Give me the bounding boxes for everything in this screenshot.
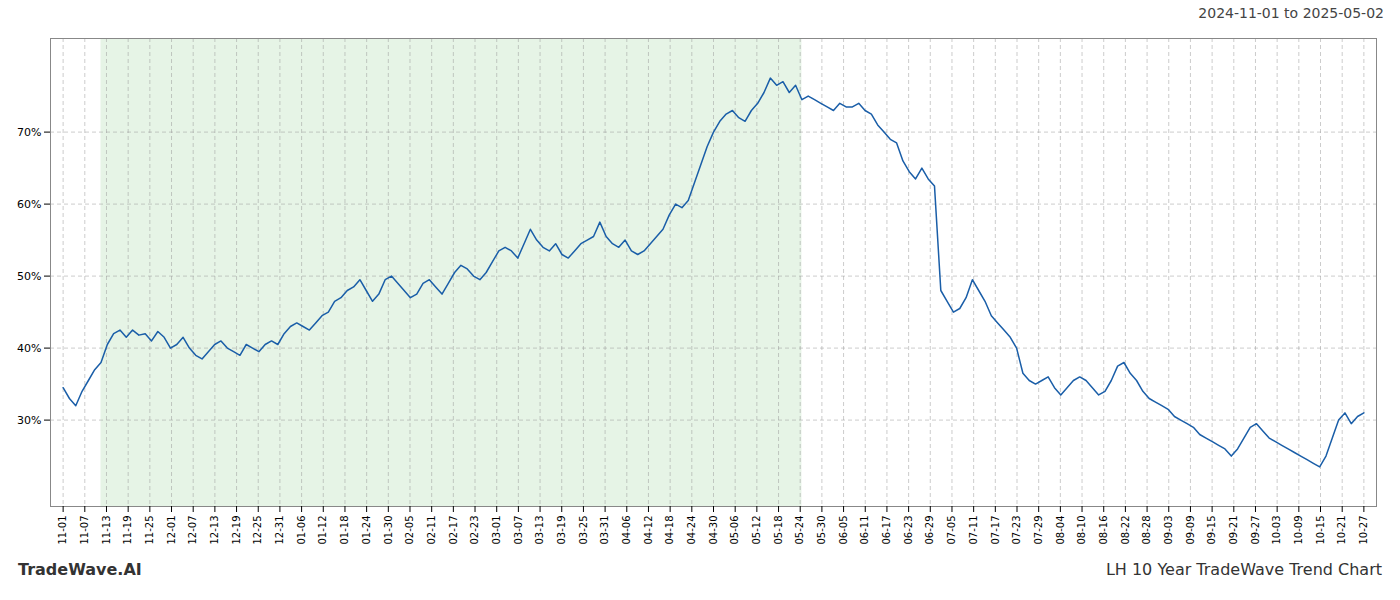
svg-text:01-30: 01-30 [383, 516, 394, 545]
svg-text:60%: 60% [17, 198, 41, 211]
svg-text:04-30: 04-30 [708, 516, 719, 545]
svg-text:09-27: 09-27 [1250, 516, 1261, 545]
svg-text:03-31: 03-31 [599, 516, 610, 545]
svg-text:06-05: 06-05 [838, 516, 849, 545]
html-text:TradeWave.AI: TradeWave.AI [18, 560, 142, 579]
svg-text:05-30: 05-30 [816, 516, 827, 545]
svg-text:07-17: 07-17 [990, 516, 1001, 545]
svg-text:12-07: 12-07 [187, 516, 198, 545]
svg-text:03-01: 03-01 [491, 516, 502, 545]
svg-text:07-29: 07-29 [1033, 516, 1044, 545]
svg-text:02-23: 02-23 [469, 516, 480, 545]
svg-text:11-25: 11-25 [144, 516, 155, 545]
svg-text:40%: 40% [17, 342, 41, 355]
svg-text:70%: 70% [17, 126, 41, 139]
html-text:LH 10 Year TradeWave Trend Cha: LH 10 Year TradeWave Trend Chart [1105, 560, 1382, 579]
svg-text:10-15: 10-15 [1315, 516, 1326, 545]
svg-text:02-05: 02-05 [404, 516, 415, 545]
svg-text:04-24: 04-24 [686, 516, 697, 545]
svg-text:10-21: 10-21 [1336, 516, 1347, 545]
svg-text:09-09: 09-09 [1185, 516, 1196, 545]
svg-text:03-07: 03-07 [513, 516, 524, 545]
svg-text:03-19: 03-19 [556, 516, 567, 545]
svg-text:04-06: 04-06 [621, 516, 632, 545]
svg-text:10-27: 10-27 [1358, 516, 1369, 545]
svg-text:12-25: 12-25 [252, 516, 263, 545]
svg-text:02-11: 02-11 [426, 516, 437, 545]
html-text:2024-11-01 to 2025-05-02: 2024-11-01 to 2025-05-02 [1198, 5, 1384, 21]
svg-text:06-23: 06-23 [903, 516, 914, 545]
svg-text:01-12: 01-12 [317, 516, 328, 545]
svg-text:03-13: 03-13 [534, 516, 545, 545]
svg-text:08-10: 08-10 [1076, 516, 1087, 545]
svg-text:11-01: 11-01 [57, 516, 68, 545]
svg-text:08-16: 08-16 [1098, 516, 1109, 545]
svg-text:05-18: 05-18 [773, 516, 784, 545]
svg-text:05-24: 05-24 [794, 516, 805, 545]
svg-text:08-28: 08-28 [1141, 516, 1152, 545]
svg-text:04-12: 04-12 [643, 516, 654, 545]
svg-text:07-23: 07-23 [1011, 516, 1022, 545]
svg-text:12-13: 12-13 [209, 516, 220, 545]
svg-text:05-12: 05-12 [751, 516, 762, 545]
svg-text:06-17: 06-17 [881, 516, 892, 545]
svg-text:10-03: 10-03 [1271, 516, 1282, 545]
svg-text:09-21: 09-21 [1228, 516, 1239, 545]
svg-text:30%: 30% [17, 414, 41, 427]
svg-text:08-04: 08-04 [1055, 516, 1066, 545]
svg-text:11-07: 11-07 [79, 516, 90, 545]
svg-text:06-11: 06-11 [859, 516, 870, 545]
svg-text:50%: 50% [17, 270, 41, 283]
svg-text:05-06: 05-06 [729, 516, 740, 545]
svg-text:06-29: 06-29 [924, 516, 935, 545]
svg-text:12-19: 12-19 [231, 516, 242, 545]
svg-text:11-19: 11-19 [122, 516, 133, 545]
svg-text:12-01: 12-01 [166, 516, 177, 545]
svg-text:10-09: 10-09 [1293, 516, 1304, 545]
svg-text:01-18: 01-18 [339, 516, 350, 545]
svg-text:04-18: 04-18 [664, 516, 675, 545]
svg-text:12-31: 12-31 [274, 516, 285, 545]
svg-text:07-05: 07-05 [946, 516, 957, 545]
svg-text:01-24: 01-24 [361, 516, 372, 545]
svg-text:08-22: 08-22 [1120, 516, 1131, 545]
svg-text:07-11: 07-11 [968, 516, 979, 545]
svg-text:02-17: 02-17 [448, 516, 459, 545]
svg-text:11-13: 11-13 [101, 516, 112, 545]
svg-text:09-15: 09-15 [1206, 516, 1217, 545]
svg-text:03-25: 03-25 [578, 516, 589, 545]
svg-text:09-03: 09-03 [1163, 516, 1174, 545]
svg-text:01-06: 01-06 [296, 516, 307, 545]
